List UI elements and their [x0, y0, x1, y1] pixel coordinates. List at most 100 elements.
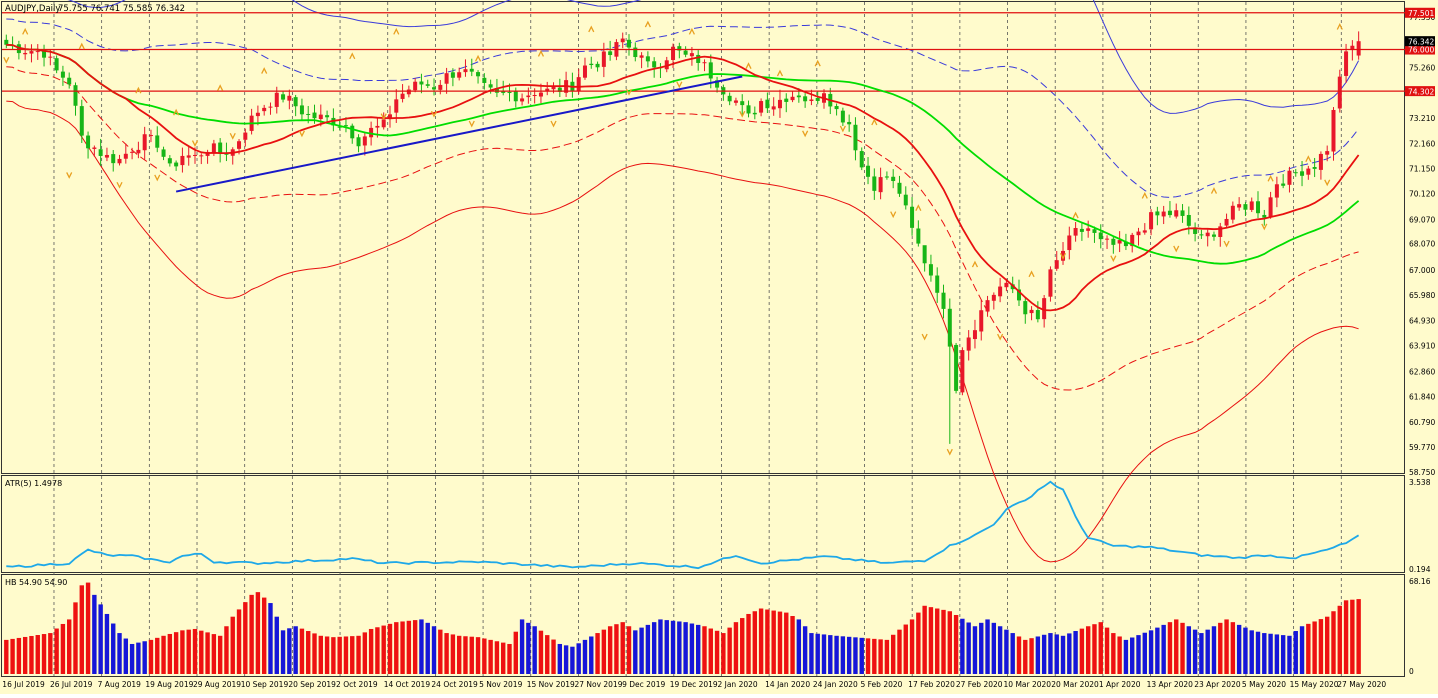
- hist-bar-37: [236, 609, 242, 674]
- price-tick-16: 60.790: [1409, 418, 1435, 427]
- hist-bar-13: [85, 582, 91, 674]
- candle-body-180: [1136, 231, 1141, 236]
- candle-body-115: [727, 95, 732, 102]
- candle-body-62: [394, 99, 399, 113]
- hist-bar-91: [576, 643, 581, 674]
- candle-body-211: [1331, 109, 1336, 152]
- hist-bar-35: [224, 626, 229, 674]
- candle-body-49: [312, 112, 317, 119]
- date-label-12: 27 Nov 2019: [574, 680, 622, 689]
- candle-body-77: [488, 84, 493, 88]
- hist-bar-110: [696, 624, 701, 674]
- candle-body-187: [1180, 210, 1185, 216]
- candle-body-155: [979, 310, 984, 332]
- date-label-18: 5 Feb 2020: [861, 680, 903, 689]
- candle-body-22: [142, 134, 147, 151]
- trendline: [175, 75, 743, 193]
- candle-body-202: [1274, 184, 1279, 198]
- candle-body-25: [161, 149, 166, 157]
- candle-body-107: [677, 46, 682, 51]
- candle-body-33: [211, 143, 216, 153]
- candle-body-193: [1218, 226, 1223, 237]
- candle-body-138: [872, 176, 877, 191]
- candle-body-176: [1111, 238, 1116, 245]
- hist-bar-82: [519, 619, 525, 674]
- candle-body-154: [972, 330, 977, 340]
- candle-body-120: [759, 101, 764, 113]
- candle-body-166: [1048, 269, 1053, 297]
- atr-panel-border: [1, 475, 1405, 573]
- hist-bar-47: [299, 628, 305, 674]
- candle-body-61: [387, 114, 392, 119]
- hist-bar-38: [243, 602, 248, 674]
- hist-bar-78: [494, 641, 500, 674]
- candle-body-99: [627, 39, 632, 48]
- hist-bar-66: [419, 619, 424, 674]
- hist-bar-157: [991, 622, 997, 674]
- hist-bar-21: [136, 642, 141, 674]
- candle-body-100: [633, 47, 638, 58]
- candle-body-74: [469, 68, 474, 72]
- candle-body-118: [746, 105, 751, 114]
- fractal-down-24: [1261, 223, 1268, 231]
- hist-bar-113: [714, 630, 720, 674]
- candle-body-147: [928, 264, 933, 276]
- price-tick-10: 67.000: [1409, 266, 1435, 275]
- hist-bar-155: [979, 622, 984, 674]
- candle-body-47: [299, 105, 304, 115]
- candle-body-199: [1256, 201, 1261, 214]
- hist-bar-171: [1079, 628, 1085, 674]
- hist-bar-151: [953, 614, 959, 674]
- hist-bar-83: [526, 622, 531, 674]
- date-label-15: 2 Jan 2020: [717, 680, 757, 689]
- candle-body-67: [425, 84, 430, 86]
- hist-bar-25: [161, 635, 166, 674]
- hist-bar-52: [331, 637, 336, 674]
- candle-body-63: [400, 93, 405, 99]
- hist-bar-33: [211, 634, 217, 674]
- hist-bar-210: [1325, 616, 1330, 674]
- hist-bar-103: [651, 622, 657, 674]
- fractal-down-9: [468, 120, 475, 128]
- hist-bar-85: [538, 630, 544, 674]
- candle-body-136: [859, 151, 864, 168]
- candle-body-139: [878, 177, 883, 193]
- date-label-8: 14 Oct 2019: [384, 680, 431, 689]
- candle-body-64: [406, 89, 411, 95]
- candle-body-190: [1199, 234, 1204, 236]
- candle-body-128: [809, 99, 814, 102]
- candle-body-167: [1054, 260, 1059, 269]
- hist-bar-148: [935, 608, 940, 674]
- hist-bar-16: [104, 613, 110, 674]
- fractal-up-13: [745, 62, 752, 69]
- hist-bar-60: [381, 625, 386, 674]
- hist-bar-104: [658, 619, 663, 674]
- candle-body-181: [1142, 230, 1147, 233]
- hist-bar-81: [513, 631, 518, 674]
- hist-bar-67: [425, 622, 430, 674]
- hist-bar-146: [922, 605, 927, 674]
- fractal-down-7: [380, 113, 387, 121]
- hist-bar-11: [73, 602, 78, 674]
- candle-body-91: [576, 77, 581, 92]
- hist-bar-196: [1236, 624, 1242, 674]
- hist-bar-106: [670, 620, 676, 674]
- candle-body-94: [595, 63, 600, 68]
- hist-bar-174: [1098, 622, 1103, 674]
- candle-body-125: [790, 96, 795, 101]
- candle-body-20: [130, 151, 135, 153]
- hist-bar-3: [22, 636, 28, 674]
- date-label-26: 5 May 2020: [1242, 680, 1286, 689]
- fractal-up-2: [135, 86, 142, 94]
- candle-body-24: [155, 135, 160, 148]
- date-label-9: 24 Oct 2019: [431, 680, 478, 689]
- candle-body-191: [1205, 232, 1210, 237]
- hist-bar-161: [1016, 636, 1022, 674]
- price-tick-11: 65.980: [1409, 291, 1435, 300]
- moving-average-green: [6, 43, 1360, 265]
- date-label-28: 27 May 2020: [1337, 680, 1386, 689]
- hist-bar-123: [777, 611, 783, 674]
- fractal-down-16: [890, 211, 897, 219]
